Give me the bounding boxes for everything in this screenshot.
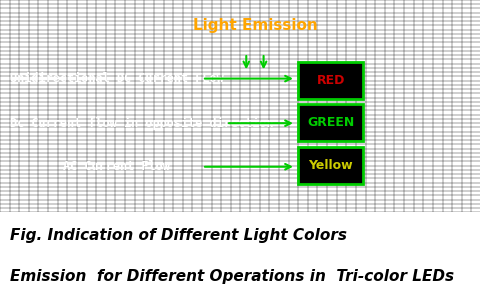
FancyBboxPatch shape <box>298 104 362 141</box>
Text: GREEN: GREEN <box>306 116 354 129</box>
Text: Yellow: Yellow <box>308 159 352 172</box>
Text: RED: RED <box>316 74 344 87</box>
FancyBboxPatch shape <box>298 147 362 184</box>
Text: Dc Current flow in opposite direction: Dc Current flow in opposite direction <box>10 117 273 130</box>
Text: Unidirectional DC Current FLow: Unidirectional DC Current FLow <box>10 72 223 85</box>
Text: Fig. Indication of Different Light Colors: Fig. Indication of Different Light Color… <box>10 228 346 243</box>
Text: AC Current Flow: AC Current Flow <box>62 160 169 173</box>
Text: Emission  for Different Operations in  Tri-color LEDs: Emission for Different Operations in Tri… <box>10 269 453 284</box>
Text: Light Emission: Light Emission <box>192 18 317 33</box>
FancyBboxPatch shape <box>298 62 362 99</box>
